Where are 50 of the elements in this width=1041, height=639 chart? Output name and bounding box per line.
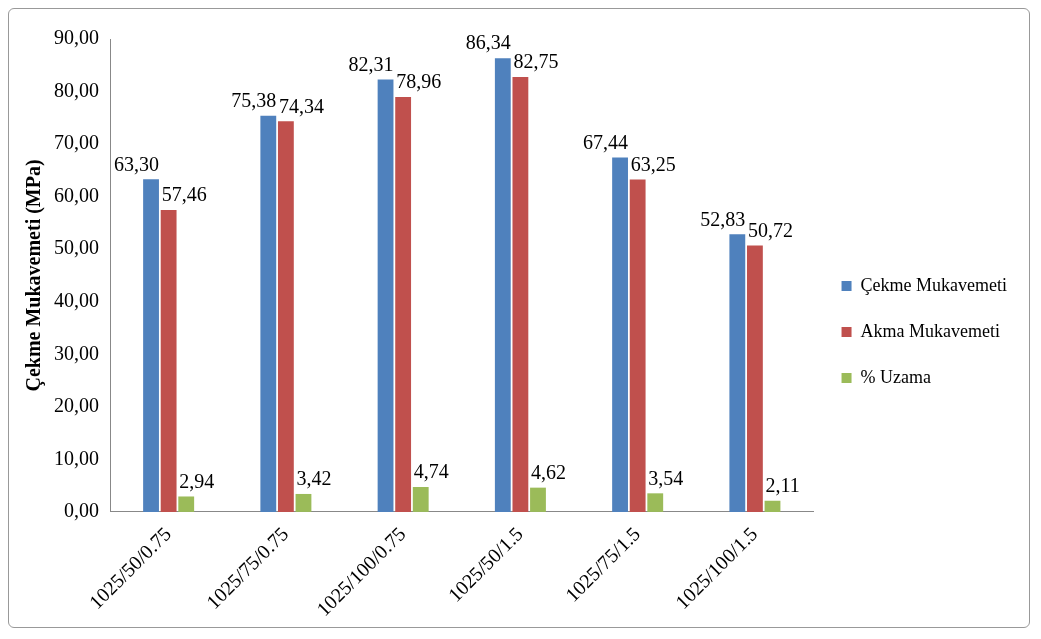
data-label: 2,11 — [765, 474, 800, 497]
y-tick-label: 80,00 — [54, 78, 99, 101]
y-tick-label: 60,00 — [54, 183, 99, 206]
data-label: 78,96 — [396, 70, 442, 93]
bar — [512, 77, 529, 512]
bar — [747, 245, 763, 512]
bar — [178, 496, 195, 512]
bar — [629, 179, 646, 512]
bar — [612, 157, 628, 512]
data-label: 50,72 — [748, 218, 793, 241]
y-tick-label: 0,00 — [64, 499, 99, 522]
data-label: 2,94 — [179, 469, 215, 492]
bar — [143, 179, 159, 512]
y-tick-label: 20,00 — [54, 394, 99, 417]
bar — [395, 97, 412, 512]
y-tick-label: 30,00 — [54, 341, 99, 364]
legend-label: % Uzama — [860, 366, 932, 387]
data-label: 63,30 — [113, 152, 159, 175]
bar — [729, 234, 746, 512]
data-label: 82,75 — [513, 50, 559, 73]
data-label: 57,46 — [161, 183, 207, 206]
legend-label: Çekme Mukavemeti — [860, 274, 1008, 295]
legend-label: Akma Mukavemeti — [860, 320, 1001, 341]
y-tick-label: 50,00 — [54, 236, 99, 259]
y-axis-title: Çekme Mukavemeti (MPa) — [22, 159, 46, 392]
data-label: 82,31 — [348, 52, 394, 75]
data-label: 52,83 — [700, 207, 746, 230]
data-label: 3,42 — [296, 467, 332, 490]
y-tick-label: 90,00 — [54, 26, 99, 49]
y-tick-label: 10,00 — [54, 446, 99, 469]
bar — [277, 121, 294, 512]
data-label: 74,34 — [278, 94, 324, 117]
data-label: 4,74 — [413, 460, 449, 483]
bar — [295, 493, 312, 512]
y-tick-label: 40,00 — [54, 288, 99, 311]
y-tick-label: 70,00 — [54, 131, 99, 154]
bar — [260, 115, 277, 512]
bar — [160, 209, 177, 512]
data-label: 4,62 — [531, 460, 567, 483]
bar — [530, 487, 546, 512]
data-label: 3,54 — [648, 466, 684, 489]
data-label: 63,25 — [630, 152, 676, 175]
bar — [764, 500, 781, 512]
data-label: 86,34 — [465, 31, 511, 54]
bar — [647, 493, 664, 512]
bar — [412, 487, 429, 512]
bar — [494, 58, 511, 512]
data-label: 67,44 — [582, 130, 628, 153]
bar — [377, 79, 394, 512]
data-label: 75,38 — [231, 89, 277, 112]
